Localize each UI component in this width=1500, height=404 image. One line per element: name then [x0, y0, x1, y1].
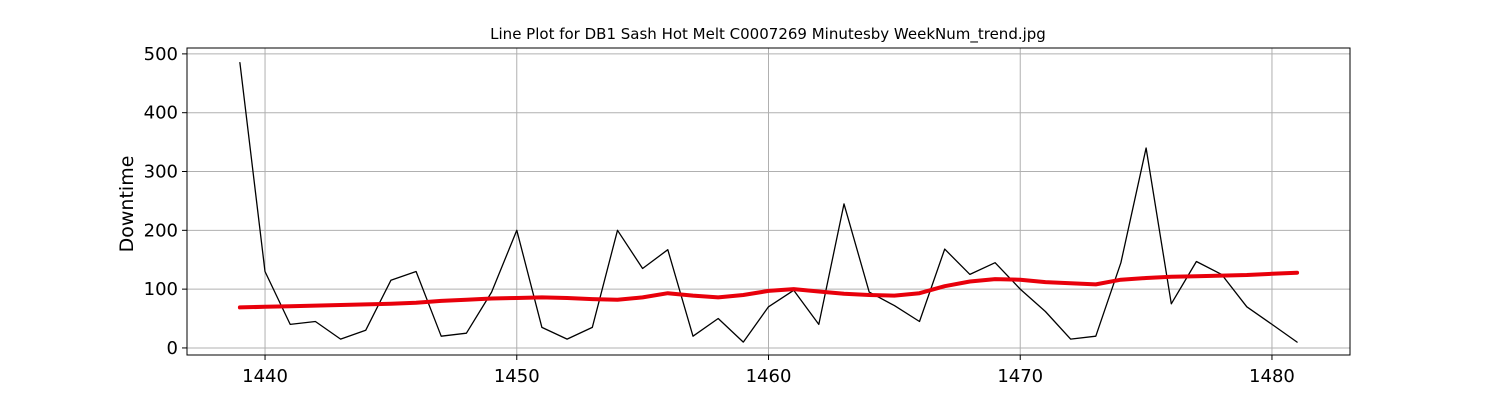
chart-title: Line Plot for DB1 Sash Hot Melt C0007269… — [490, 25, 1046, 44]
x-tick-label: 1440 — [242, 366, 288, 387]
y-tick-label: 500 — [144, 44, 178, 65]
grid-lines — [187, 48, 1350, 355]
y-axis-label: Downtime — [116, 156, 138, 253]
x-tick-label: 1450 — [494, 366, 540, 387]
x-tick-label: 1460 — [746, 366, 792, 387]
y-axis: 0 100 200 300 400 500 — [144, 44, 187, 359]
x-tick-label: 1470 — [997, 366, 1043, 387]
y-tick-label: 400 — [144, 103, 178, 124]
x-tick-label: 1480 — [1249, 366, 1295, 387]
trend-series-line — [237, 270, 1300, 310]
y-tick-label: 100 — [144, 279, 178, 300]
y-tick-label: 300 — [144, 162, 178, 183]
x-axis: 1440 1450 1460 1470 1480 — [242, 355, 1295, 387]
series-layer — [237, 62, 1300, 343]
y-tick-label: 0 — [167, 338, 178, 359]
downtime-series-line — [239, 62, 1298, 343]
y-tick-label: 200 — [144, 220, 178, 241]
